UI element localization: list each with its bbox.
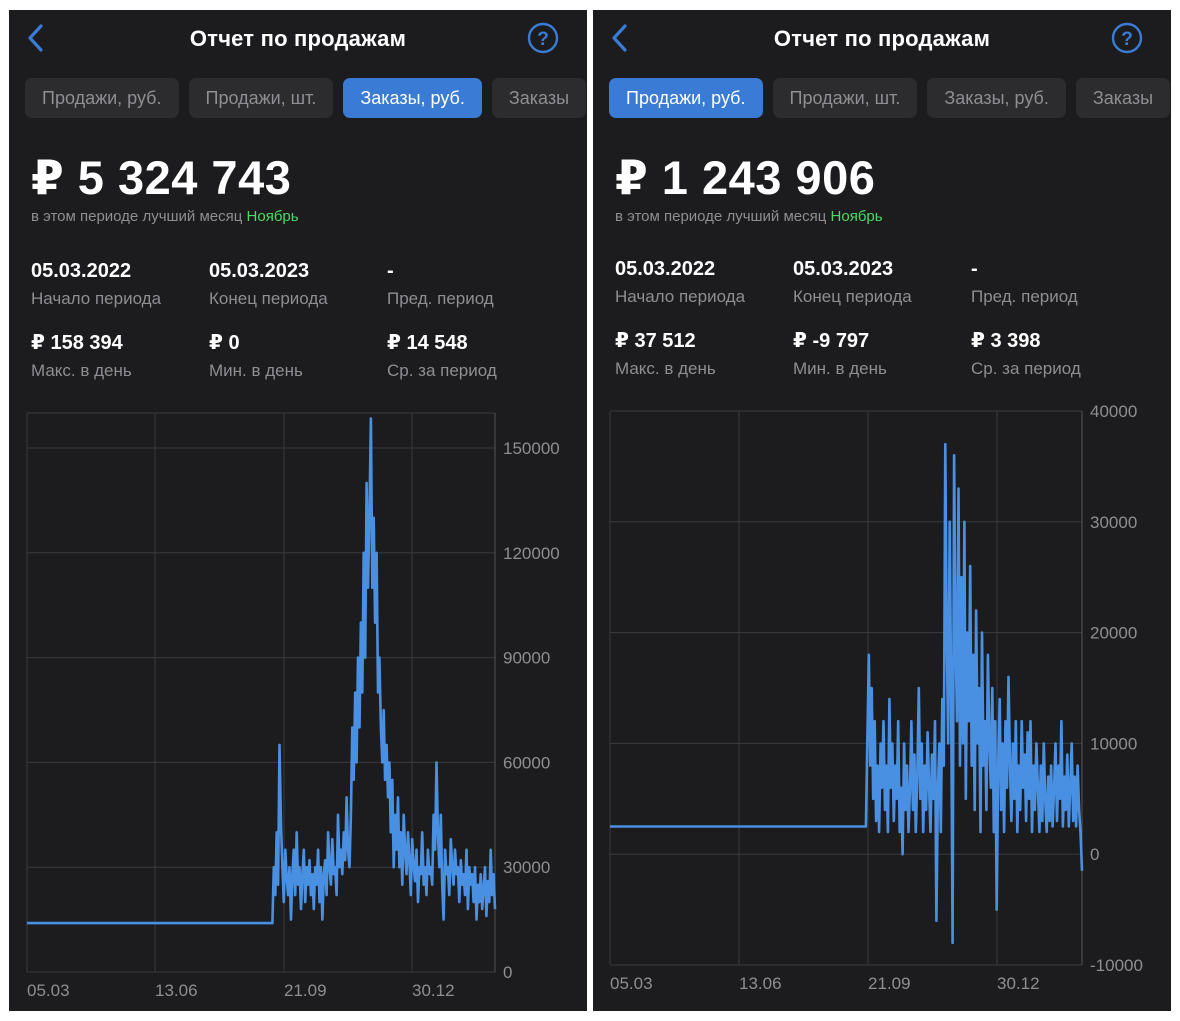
y-tick-label: 90000	[503, 649, 550, 668]
stat-max-day: ₽ 37 512 Макс. в день	[615, 328, 785, 379]
tab-orders[interactable]: Заказы	[1075, 78, 1171, 118]
page-title: Отчет по продажам	[773, 26, 991, 51]
x-tick-label: 13.06	[155, 981, 198, 1000]
best-month-line: в этом периоде лучший месяц Ноябрь	[31, 208, 299, 225]
stat-label: Макс. в день	[31, 361, 132, 380]
stat-max-day: ₽ 158 394 Макс. в день	[31, 330, 201, 381]
y-tick-label: 40000	[1090, 405, 1137, 421]
stat-label: Начало периода	[31, 289, 162, 308]
tab-orders[interactable]: Заказы	[491, 78, 587, 118]
stat-value: ₽ 158 394	[31, 332, 123, 354]
total-value: ₽ 5 324 743	[31, 151, 292, 204]
stat-label: Конец периода	[793, 287, 912, 306]
tab-sales-pcs[interactable]: Продажи, шт.	[188, 78, 334, 118]
y-tick-label: 60000	[503, 753, 550, 772]
y-tick-label: 30000	[1090, 513, 1137, 532]
y-tick-label: 30000	[503, 858, 550, 877]
best-month-line: в этом периоде лучший месяц Ноябрь	[615, 208, 883, 225]
report-screen-orders: Отчет по продажам ? Продажи, руб. Продажи…	[9, 10, 587, 1011]
y-tick-label: -10000	[1090, 956, 1143, 975]
question-circle-icon[interactable]: ?	[1111, 22, 1143, 54]
y-tick-label: 10000	[1090, 734, 1137, 753]
stat-label: Конец периода	[209, 289, 328, 308]
tab-orders-rub[interactable]: Заказы, руб.	[343, 78, 482, 118]
y-tick-label: 0	[503, 963, 512, 982]
stat-label: Макс. в день	[615, 359, 716, 378]
x-tick-label: 30.12	[412, 981, 455, 1000]
report-screen-sales: Отчет по продажам ? Продажи, руб. Продажи…	[593, 10, 1171, 1011]
stat-label: Мин. в день	[209, 361, 303, 380]
stat-label: Ср. за период	[387, 361, 497, 380]
tab-sales-pcs[interactable]: Продажи, шт.	[772, 78, 918, 118]
svg-text:?: ?	[1121, 29, 1133, 50]
stat-period-end: 05.03.2023 Конец периода	[209, 260, 379, 309]
tab-sales-rub[interactable]: Продажи, руб.	[25, 78, 179, 118]
best-month-text: в этом периоде лучший месяц	[615, 208, 827, 225]
stat-label: Пред. период	[387, 289, 494, 308]
stat-value: 05.03.2023	[209, 260, 310, 282]
series-line	[27, 417, 497, 925]
tab-bar: Продажи, руб. Продажи, шт. Заказы, руб. Зак…	[609, 78, 1171, 118]
stat-prev-period: - Пред. период	[971, 258, 1141, 307]
stat-value: -	[971, 258, 978, 280]
stat-period-start: 05.03.2022 Начало периода	[31, 260, 201, 309]
stat-period-start: 05.03.2022 Начало периода	[615, 258, 785, 307]
stat-avg-period: ₽ 3 398 Ср. за период	[971, 328, 1141, 379]
x-tick-label: 05.03	[610, 974, 653, 993]
total-value: ₽ 1 243 906	[615, 151, 876, 204]
tab-bar: Продажи, руб. Продажи, шт. Заказы, руб. Зак…	[25, 78, 587, 118]
x-tick-label: 30.12	[997, 974, 1040, 993]
page-title: Отчет по продажам	[189, 26, 407, 51]
chevron-left-icon[interactable]	[25, 22, 47, 54]
stat-value: ₽ 37 512	[615, 330, 696, 352]
stat-value: 05.03.2022	[615, 258, 716, 280]
stat-value: -	[387, 260, 394, 282]
stat-label: Мин. в день	[793, 359, 887, 378]
stat-period-end: 05.03.2023 Конец периода	[793, 258, 963, 307]
stat-label: Ср. за период	[971, 359, 1081, 378]
stat-label: Пред. период	[971, 287, 1078, 306]
stat-avg-period: ₽ 14 548 Ср. за период	[387, 330, 557, 381]
stat-value: 05.03.2023	[793, 258, 894, 280]
header: Отчет по продажам ?	[9, 10, 587, 66]
x-tick-label: 21.09	[284, 981, 327, 1000]
stat-min-day: ₽ 0 Мин. в день	[209, 330, 379, 381]
stat-value: ₽ -9 797	[793, 330, 870, 352]
orders-line-chart[interactable]: 0 30000 60000 90000 120000 150000 05.03 13.06 21…	[9, 405, 587, 1005]
header: Отчет по продажам ?	[593, 10, 1171, 66]
x-tick-label: 21.09	[868, 974, 911, 993]
best-month-value: Ноябрь	[830, 208, 883, 225]
chevron-left-icon[interactable]	[609, 22, 631, 54]
best-month-value: Ноябрь	[246, 208, 299, 225]
stat-label: Начало периода	[615, 287, 746, 306]
x-tick-label: 05.03	[27, 981, 70, 1000]
x-tick-label: 13.06	[739, 974, 782, 993]
stat-value: ₽ 14 548	[387, 332, 468, 354]
best-month-text: в этом периоде лучший месяц	[31, 208, 243, 225]
y-tick-label: 150000	[503, 439, 560, 458]
question-circle-icon[interactable]: ?	[527, 22, 559, 54]
y-tick-label: 120000	[503, 544, 560, 563]
stat-value: ₽ 0	[209, 332, 240, 354]
sales-line-chart[interactable]: -10000 0 10000 20000 30000 40000 05.03 13.06 21.…	[593, 405, 1171, 1005]
stat-value: ₽ 3 398	[971, 330, 1041, 352]
svg-text:?: ?	[537, 29, 549, 50]
stat-value: 05.03.2022	[31, 260, 132, 282]
y-tick-label: 0	[1090, 845, 1099, 864]
y-tick-label: 20000	[1090, 624, 1137, 643]
tab-sales-rub[interactable]: Продажи, руб.	[609, 78, 763, 118]
tab-orders-rub[interactable]: Заказы, руб.	[927, 78, 1066, 118]
series-line	[610, 442, 1084, 945]
stat-min-day: ₽ -9 797 Мин. в день	[793, 328, 963, 379]
stat-prev-period: - Пред. период	[387, 260, 557, 309]
